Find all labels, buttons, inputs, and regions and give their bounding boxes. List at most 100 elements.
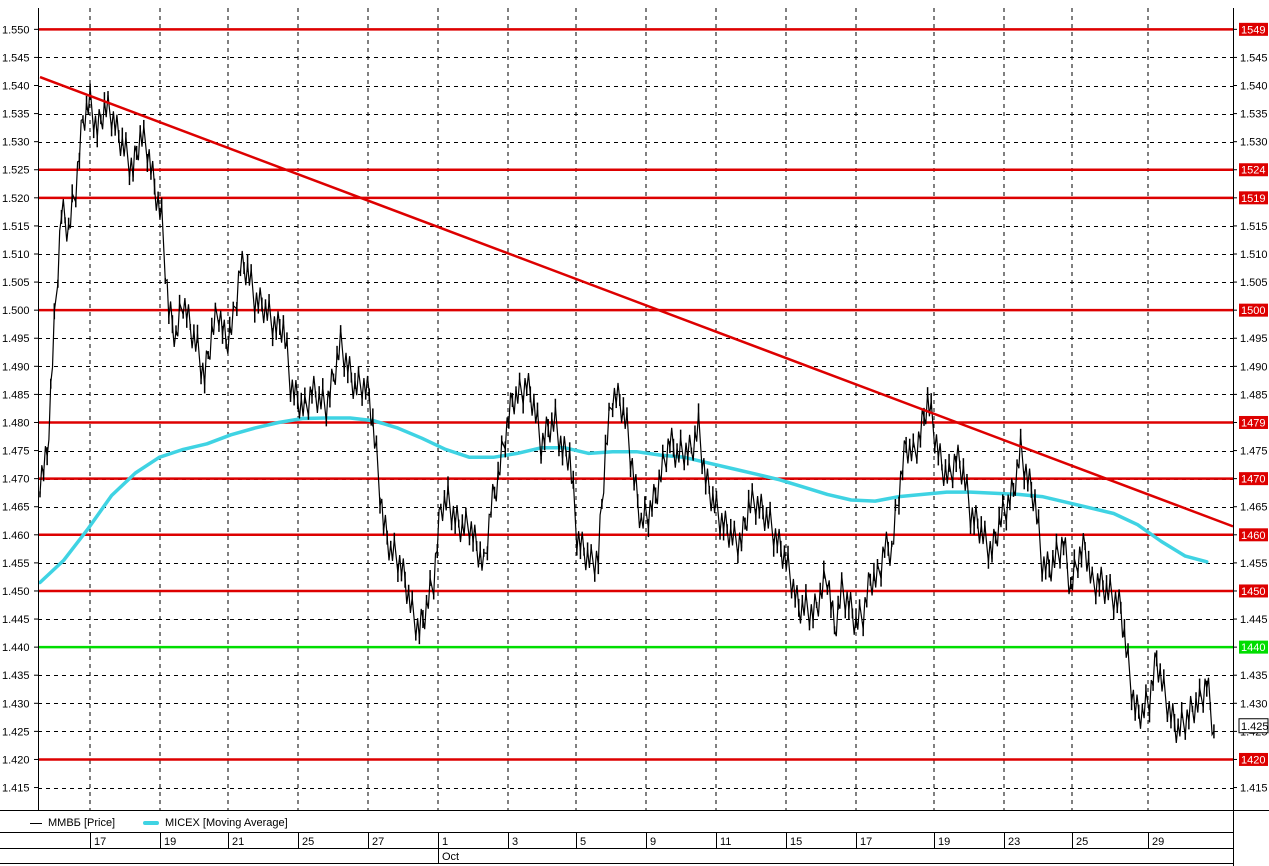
x-tick-label: 27 bbox=[372, 836, 384, 848]
y-tick-label-right: 1.445 bbox=[1240, 614, 1268, 626]
y-tick-label-right: 1.475 bbox=[1240, 446, 1268, 458]
price-series bbox=[39, 83, 1215, 743]
legend-label-moving-average: MICEX [Moving Average] bbox=[165, 817, 288, 829]
x-tick-label: 5 bbox=[580, 836, 586, 848]
level-label-text: 1519 bbox=[1241, 193, 1265, 205]
legend-label-price: ММВБ [Price] bbox=[48, 817, 116, 829]
y-tick-label-left: 1.420 bbox=[2, 754, 30, 766]
y-tick-label-left: 1.535 bbox=[2, 109, 30, 121]
y-tick-label-left: 1.505 bbox=[2, 277, 30, 289]
legend-swatch-moving-average bbox=[143, 821, 159, 826]
level-label-text: 1450 bbox=[1241, 586, 1265, 598]
y-tick-label-left: 1.490 bbox=[2, 361, 30, 373]
x-axis: 17 19 21 25 27 1 3 5 9 11 15 17 19 23 25 29 Oct bbox=[90, 832, 1164, 864]
x-tick-label: 9 bbox=[650, 836, 656, 848]
current-value-box bbox=[1238, 718, 1269, 734]
trendline bbox=[39, 75, 1234, 528]
y-tick-label-left: 1.430 bbox=[2, 698, 30, 710]
y-tick-label-right: 1.505 bbox=[1240, 277, 1268, 289]
level-label-box bbox=[1239, 22, 1268, 36]
x-tick-label: 21 bbox=[232, 836, 244, 848]
y-tick-label-left: 1.485 bbox=[2, 389, 30, 401]
y-tick-label-left: 1.545 bbox=[2, 52, 30, 64]
level-label-text: 1524 bbox=[1241, 165, 1265, 177]
y-tick-label-right: 1.415 bbox=[1240, 783, 1268, 795]
legend-item-price: ММВБ [Price] bbox=[30, 817, 115, 829]
level-label-box bbox=[1239, 303, 1268, 317]
y-tick-label-right: 1.530 bbox=[1240, 137, 1268, 149]
x-tick-label: 25 bbox=[302, 836, 314, 848]
y-tick-label-left: 1.435 bbox=[2, 670, 30, 682]
x-tick-label: 1 bbox=[442, 836, 448, 848]
x-tick-label: 23 bbox=[1008, 836, 1020, 848]
legend-item-moving-average: MICEX [Moving Average] bbox=[143, 817, 288, 829]
y-tick-label-left: 1.520 bbox=[2, 193, 30, 205]
y-tick-label-left: 1.460 bbox=[2, 530, 30, 542]
x-tick-label: 25 bbox=[1076, 836, 1088, 848]
y-tick-label-left: 1.445 bbox=[2, 614, 30, 626]
x-tick-label: 17 bbox=[94, 836, 106, 848]
y-tick-label-right: 1.485 bbox=[1240, 389, 1268, 401]
level-label-box bbox=[1239, 752, 1268, 766]
level-label-text: 1500 bbox=[1241, 305, 1265, 317]
month-label: Oct bbox=[442, 851, 459, 863]
level-label-text: 1549 bbox=[1241, 24, 1265, 36]
x-tick-label: 29 bbox=[1152, 836, 1164, 848]
y-tick-label-right: 1.535 bbox=[1240, 109, 1268, 121]
level-label-text: 1440 bbox=[1241, 642, 1265, 654]
y-tick-label-left: 1.500 bbox=[2, 305, 30, 317]
y-tick-label-right: 1.545 bbox=[1240, 52, 1268, 64]
y-tick-label-right: 1.465 bbox=[1240, 502, 1268, 514]
x-tick-label: 15 bbox=[790, 836, 802, 848]
x-tick-label: 19 bbox=[164, 836, 176, 848]
x-tick-label: 19 bbox=[938, 836, 950, 848]
y-tick-label-left: 1.550 bbox=[2, 24, 30, 36]
plot-frame bbox=[0, 8, 1269, 866]
y-tick-label-left: 1.425 bbox=[2, 726, 30, 738]
y-tick-label-left: 1.415 bbox=[2, 783, 30, 795]
trendline-line bbox=[39, 75, 1234, 528]
level-label-box bbox=[1239, 640, 1268, 654]
y-tick-label-left: 1.530 bbox=[2, 137, 30, 149]
level-label-text: 1479 bbox=[1241, 417, 1265, 429]
y-tick-label-left: 1.475 bbox=[2, 446, 30, 458]
y-tick-label-right: 1.430 bbox=[1240, 698, 1268, 710]
y-tick-label-left: 1.455 bbox=[2, 558, 30, 570]
y-tick-label-right: 1.540 bbox=[1240, 81, 1268, 93]
y-tick-label-left: 1.440 bbox=[2, 642, 30, 654]
level-label-box bbox=[1239, 163, 1268, 177]
level-label-text: 1470 bbox=[1241, 474, 1265, 486]
level-label-box bbox=[1239, 472, 1268, 486]
y-tick-label-left: 1.450 bbox=[2, 586, 30, 598]
level-labels: 1549 1524 1519 1500 1479 1470 1460 1450 1440 1420… bbox=[1238, 22, 1269, 766]
y-tick-label-left: 1.480 bbox=[2, 417, 30, 429]
legend-swatch-price bbox=[30, 822, 42, 824]
y-tick-label-left: 1.525 bbox=[2, 165, 30, 177]
y-tick-label-left: 1.540 bbox=[2, 81, 30, 93]
y-tick-label-left: 1.465 bbox=[2, 502, 30, 514]
level-label-box bbox=[1239, 191, 1268, 205]
y-tick-label-left: 1.510 bbox=[2, 249, 30, 261]
level-label-box bbox=[1239, 584, 1268, 598]
level-label-text: 1460 bbox=[1241, 530, 1265, 542]
legend: ММВБ [Price] MICEX [Moving Average] bbox=[0, 816, 1269, 831]
y-axis-left: 1.415 1.420 1.425 1.430 1.435 1.440 1.445 1.450… bbox=[2, 24, 38, 795]
y-tick-label-right: 1.435 bbox=[1240, 670, 1268, 682]
y-tick-label-left: 1.495 bbox=[2, 333, 30, 345]
current-value-label: 1.425 bbox=[1241, 721, 1269, 733]
y-tick-label-right: 1.510 bbox=[1240, 249, 1268, 261]
level-label-box bbox=[1239, 415, 1268, 429]
x-tick-label: 3 bbox=[512, 836, 518, 848]
y-tick-label-right: 1.495 bbox=[1240, 333, 1268, 345]
y-tick-label-right: 1.515 bbox=[1240, 221, 1268, 233]
level-label-box bbox=[1239, 528, 1268, 542]
level-label-text: 1420 bbox=[1241, 754, 1265, 766]
y-tick-label-left: 1.515 bbox=[2, 221, 30, 233]
x-tick-label: 17 bbox=[860, 836, 872, 848]
x-tick-label: 11 bbox=[720, 836, 731, 848]
y-tick-label-left: 1.470 bbox=[2, 474, 30, 486]
y-tick-label-right: 1.455 bbox=[1240, 558, 1268, 570]
y-tick-label-right: 1.490 bbox=[1240, 361, 1268, 373]
